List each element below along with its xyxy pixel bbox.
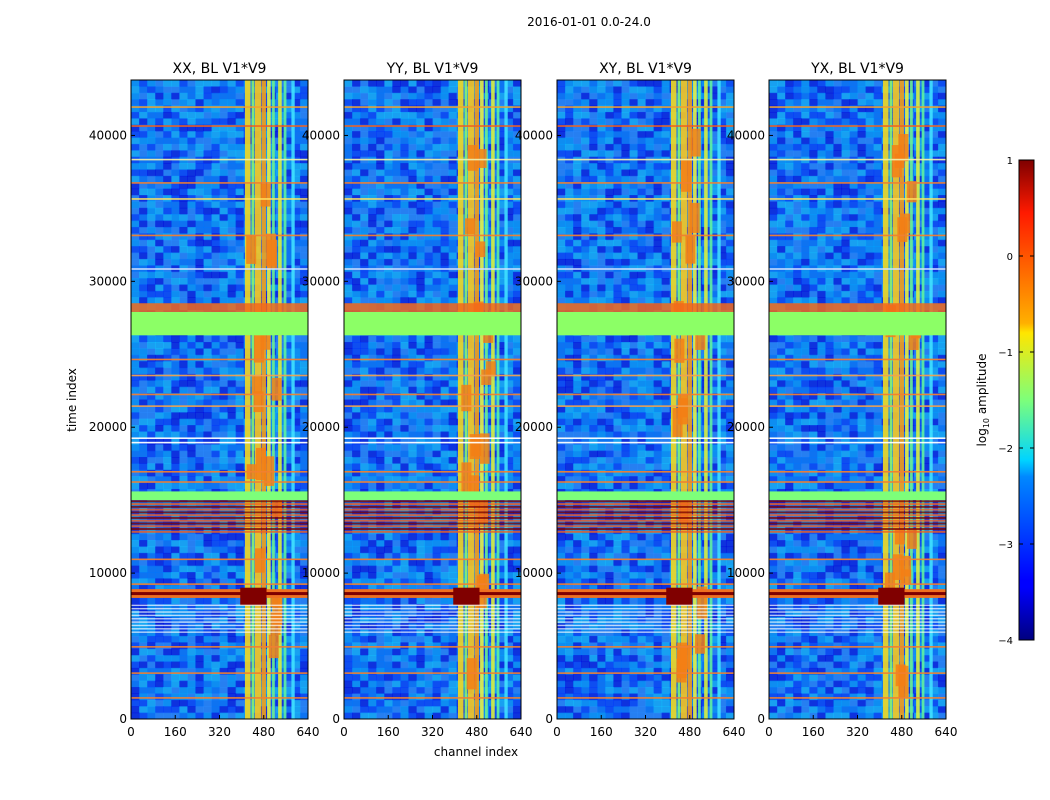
panel-2: YY, BL V1*V9 0 160 320 480 640 0 10000 20000 3000… (302, 61, 533, 739)
colorbar-ticks: 1 0 −1 −2 −3 −4 (998, 156, 1034, 647)
panel-3: XY, BL V1*V9 0 160 320 480 640 0 10000 20000 3000… (515, 61, 746, 739)
x-tick-label: 480 (252, 725, 275, 739)
colorbar-tick-label: −1 (998, 348, 1013, 359)
y-tick-label: 0 (119, 712, 127, 726)
panel-4-heatmap (769, 80, 946, 719)
y-tick-label: 0 (332, 712, 340, 726)
y-tick-label: 10000 (302, 566, 340, 580)
panel-title: YX, BL V1*V9 (810, 61, 904, 77)
colorbar-tick-label: −4 (998, 636, 1013, 647)
x-tick-label: 160 (802, 725, 825, 739)
y-tick-label: 10000 (515, 566, 553, 580)
colorbar: 1 0 −1 −2 −3 −4 log10 amplitude (975, 156, 1035, 647)
panel-title: XX, BL V1*V9 (173, 61, 267, 77)
y-tick-label: 0 (757, 712, 765, 726)
x-tick-label: 320 (208, 725, 231, 739)
x-tick-label: 480 (890, 725, 913, 739)
y-tick-label: 40000 (302, 128, 340, 142)
panel-4: YX, BL V1*V9 0 160 320 480 640 0 10000 20000 3000… (727, 61, 958, 739)
colorbar-gradient (1018, 159, 1035, 641)
x-tick-label: 0 (553, 725, 561, 739)
x-tick-label: 160 (377, 725, 400, 739)
x-tick-label: 0 (127, 725, 135, 739)
y-tick-label: 20000 (89, 420, 127, 434)
y-tick-label: 10000 (89, 566, 127, 580)
y-tick-label: 40000 (515, 128, 553, 142)
y-tick-label: 20000 (302, 420, 340, 434)
panel-title: XY, BL V1*V9 (599, 61, 692, 77)
x-tick-label: 480 (678, 725, 701, 739)
x-tick-label: 320 (421, 725, 444, 739)
x-tick-label: 0 (340, 725, 348, 739)
colorbar-tick-label: 0 (1007, 252, 1013, 263)
x-tick-label: 480 (465, 725, 488, 739)
x-tick-label: 160 (164, 725, 187, 739)
y-tick-label: 30000 (727, 274, 765, 288)
panel-2-heatmap (344, 80, 521, 719)
panel-3-heatmap (557, 80, 734, 719)
x-tick-label: 640 (723, 725, 746, 739)
x-tick-label: 160 (590, 725, 613, 739)
y-axis-label: time index (65, 368, 79, 432)
panel-1: XX, BL V1*V9 0 160 320 480 640 0 10000 20000 3000… (89, 61, 320, 739)
y-tick-label: 40000 (89, 128, 127, 142)
y-tick-label: 30000 (515, 274, 553, 288)
x-tick-label: 640 (297, 725, 320, 739)
colorbar-tick-label: −3 (998, 540, 1013, 551)
colorbar-label: log10 amplitude (975, 354, 991, 447)
panel-title: YY, BL V1*V9 (386, 61, 479, 77)
x-tick-label: 0 (765, 725, 773, 739)
panels: XX, BL V1*V9 0 160 320 480 640 0 10000 20000 3000… (89, 61, 958, 739)
y-tick-label: 30000 (89, 274, 127, 288)
y-tick-label: 20000 (515, 420, 553, 434)
y-tick-label: 20000 (727, 420, 765, 434)
figure-suptitle: 2016-01-01 0.0-24.0 (527, 15, 651, 29)
x-tick-label: 320 (846, 725, 869, 739)
x-tick-label: 640 (510, 725, 533, 739)
y-tick-label: 30000 (302, 274, 340, 288)
y-tick-label: 10000 (727, 566, 765, 580)
colorbar-tick-label: −2 (998, 444, 1013, 455)
colorbar-tick-label: 1 (1007, 156, 1013, 167)
x-tick-label: 640 (935, 725, 958, 739)
x-tick-label: 320 (634, 725, 657, 739)
y-tick-label: 0 (545, 712, 553, 726)
x-axis-label: channel index (434, 745, 518, 759)
panel-1-heatmap (131, 80, 308, 719)
y-tick-label: 40000 (727, 128, 765, 142)
